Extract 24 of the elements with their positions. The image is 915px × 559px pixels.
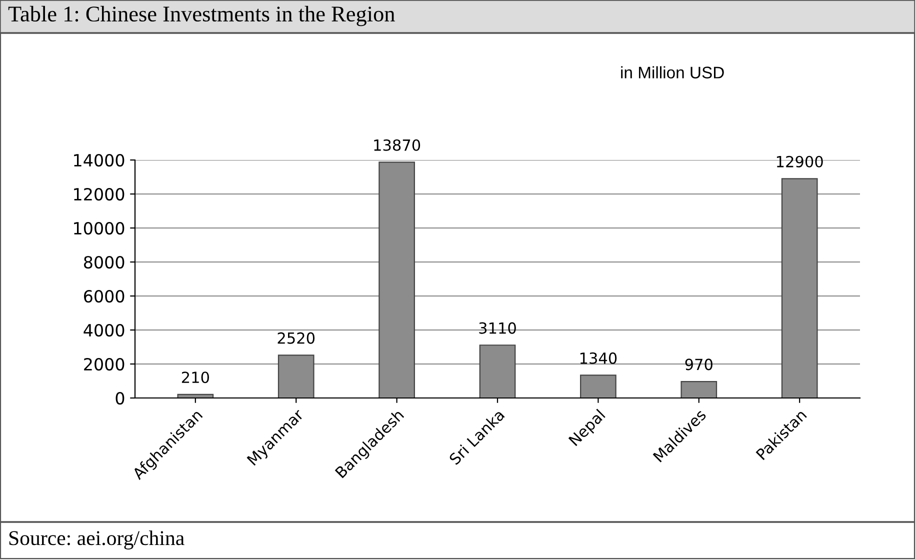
y-tick-label: 14000 — [74, 154, 124, 167]
y-tick-label: 8000 — [84, 256, 124, 269]
y-tick-label: 4000 — [84, 324, 124, 337]
y-tick-label: 12000 — [74, 188, 124, 201]
bar — [680, 380, 718, 398]
y-tick-label: 10000 — [74, 222, 124, 235]
data-label: 3110 — [479, 322, 516, 334]
source-note: Source: aei.org/china — [9, 530, 184, 550]
bar — [580, 374, 616, 398]
bar — [479, 344, 516, 398]
bar — [781, 178, 818, 398]
data-label: 2520 — [278, 332, 315, 344]
text: in Million USD — [621, 66, 724, 78]
data-label: 970 — [685, 358, 712, 370]
bar — [378, 162, 415, 398]
data-label: 12900 — [776, 156, 823, 168]
y-tick-label: 0 — [116, 392, 124, 405]
y-tick-label: 6000 — [84, 290, 124, 303]
data-label: 1340 — [580, 352, 617, 364]
y-tick-label: 2000 — [84, 358, 124, 371]
data-label: 13870 — [374, 139, 420, 151]
data-label: 210 — [182, 372, 209, 384]
chart-title: Table 1: Chinese Investments in the Region — [8, 6, 395, 26]
bar — [278, 354, 314, 398]
